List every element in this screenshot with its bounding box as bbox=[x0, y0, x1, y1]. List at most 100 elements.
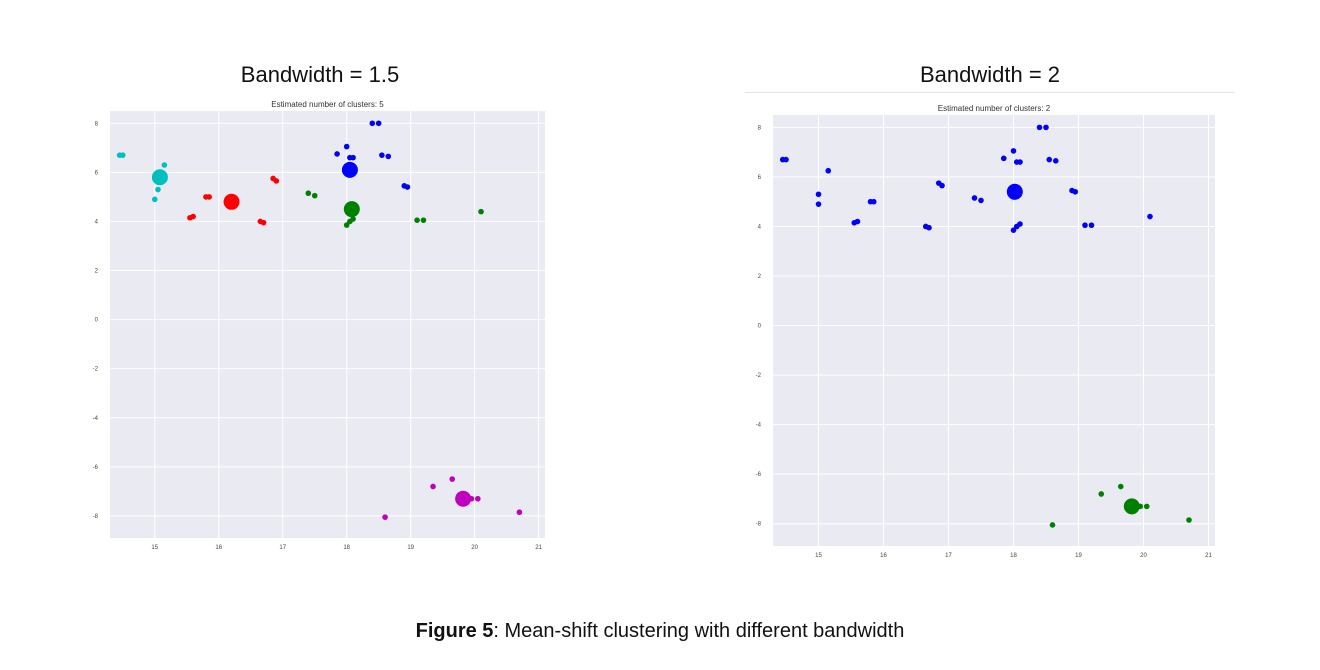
y-tick-label: -2 bbox=[756, 373, 762, 379]
y-tick-label: -4 bbox=[93, 416, 99, 422]
x-tick-label: 17 bbox=[945, 553, 952, 559]
x-tick-label: 15 bbox=[151, 545, 158, 551]
figure-caption-text: : Mean-shift clustering with different b… bbox=[493, 620, 905, 642]
data-point bbox=[334, 151, 340, 157]
data-point bbox=[1000, 155, 1007, 162]
y-tick-label: 0 bbox=[758, 324, 762, 330]
data-point bbox=[1088, 222, 1095, 229]
x-tick-label: 18 bbox=[1010, 553, 1017, 559]
data-point bbox=[1049, 522, 1056, 528]
figure-caption-label: Figure 5 bbox=[415, 620, 494, 642]
y-tick-label: 4 bbox=[95, 219, 99, 225]
x-tick-label: 20 bbox=[471, 545, 478, 551]
scatter-chart-bandwidth-2: Estimated number of clusters: 2 15 16 17 18 1… bbox=[756, 104, 1215, 559]
x-tick-label: 19 bbox=[407, 545, 414, 551]
data-point bbox=[516, 509, 523, 516]
plot-background bbox=[773, 115, 1215, 546]
data-point bbox=[404, 184, 411, 190]
panel-title-left: Bandwidth = 1.5 bbox=[240, 62, 400, 87]
y-tick-label: -8 bbox=[93, 514, 99, 520]
y-tick-label: -8 bbox=[756, 522, 762, 528]
y-tick-label: -4 bbox=[756, 423, 762, 429]
data-point bbox=[161, 162, 168, 168]
data-point bbox=[1036, 124, 1043, 131]
plot-background bbox=[110, 111, 545, 538]
data-point bbox=[1017, 221, 1023, 227]
cluster-center bbox=[1006, 183, 1023, 200]
data-point bbox=[1046, 156, 1053, 163]
data-point bbox=[1017, 159, 1023, 165]
data-point bbox=[305, 190, 312, 197]
data-point bbox=[815, 201, 822, 207]
cluster-center bbox=[455, 490, 472, 507]
data-point bbox=[926, 224, 932, 231]
panel-title-right: Bandwidth = 2 bbox=[919, 62, 1061, 87]
data-point bbox=[343, 222, 350, 228]
data-point bbox=[1010, 227, 1017, 233]
cluster-center bbox=[223, 193, 240, 210]
data-point bbox=[206, 194, 212, 200]
y-tick-label: 8 bbox=[758, 125, 762, 131]
data-point bbox=[151, 196, 158, 203]
x-tick-label: 21 bbox=[535, 545, 542, 551]
data-point bbox=[478, 208, 484, 215]
y-tick-label: 2 bbox=[758, 274, 762, 280]
cluster-center bbox=[151, 169, 168, 186]
data-point bbox=[369, 120, 376, 127]
x-tick-label: 19 bbox=[1075, 553, 1082, 559]
x-tick-label: 17 bbox=[279, 545, 286, 551]
data-point bbox=[430, 483, 436, 490]
data-point bbox=[119, 152, 126, 158]
y-tick-label: -6 bbox=[756, 472, 762, 478]
x-tick-label: 20 bbox=[1140, 553, 1147, 559]
y-tick-label: 8 bbox=[95, 121, 99, 127]
data-point bbox=[815, 191, 822, 198]
data-point bbox=[379, 152, 385, 158]
data-point bbox=[854, 218, 861, 225]
data-point bbox=[414, 217, 420, 224]
data-point bbox=[1072, 188, 1079, 195]
data-point bbox=[155, 186, 161, 193]
x-tick-label: 16 bbox=[215, 545, 222, 551]
data-point bbox=[1117, 483, 1124, 490]
x-tick-label: 18 bbox=[343, 545, 350, 551]
data-point bbox=[449, 476, 456, 482]
cluster-center bbox=[1123, 498, 1140, 515]
y-tick-label: 6 bbox=[95, 170, 99, 176]
data-point bbox=[1186, 517, 1192, 523]
data-point bbox=[1082, 222, 1088, 229]
y-tick-label: 4 bbox=[758, 224, 762, 230]
data-point bbox=[1043, 124, 1049, 131]
x-tick-label: 21 bbox=[1205, 553, 1212, 559]
chart-title: Estimated number of clusters: 2 bbox=[938, 104, 1051, 113]
data-point bbox=[1010, 148, 1017, 154]
data-point bbox=[350, 154, 356, 161]
data-point bbox=[1098, 491, 1105, 497]
data-point bbox=[971, 195, 978, 201]
chart-title: Estimated number of clusters: 5 bbox=[271, 100, 384, 109]
scatter-chart-bandwidth-1-5: Estimated number of clusters: 5 15 16 17 18 1… bbox=[93, 100, 545, 551]
data-point bbox=[939, 182, 945, 189]
data-point bbox=[870, 198, 877, 205]
data-point bbox=[350, 216, 356, 222]
data-point bbox=[783, 156, 789, 163]
y-tick-label: 2 bbox=[95, 269, 99, 275]
data-point bbox=[385, 153, 392, 160]
data-point bbox=[978, 197, 984, 204]
data-point bbox=[190, 213, 196, 220]
figure-caption: Figure 5: Mean-shift clustering with dif… bbox=[0, 620, 1320, 643]
data-point bbox=[343, 143, 350, 150]
data-point bbox=[420, 217, 427, 224]
data-point bbox=[382, 514, 388, 520]
cluster-center bbox=[343, 201, 360, 218]
data-point bbox=[1147, 213, 1153, 220]
data-point bbox=[1143, 503, 1150, 510]
data-point bbox=[475, 495, 481, 502]
divider bbox=[745, 92, 1235, 93]
x-tick-label: 15 bbox=[815, 553, 822, 559]
cluster-center bbox=[341, 161, 358, 178]
data-point bbox=[311, 192, 318, 199]
data-point bbox=[273, 178, 280, 184]
data-point bbox=[825, 167, 832, 174]
y-tick-label: -6 bbox=[93, 465, 99, 471]
